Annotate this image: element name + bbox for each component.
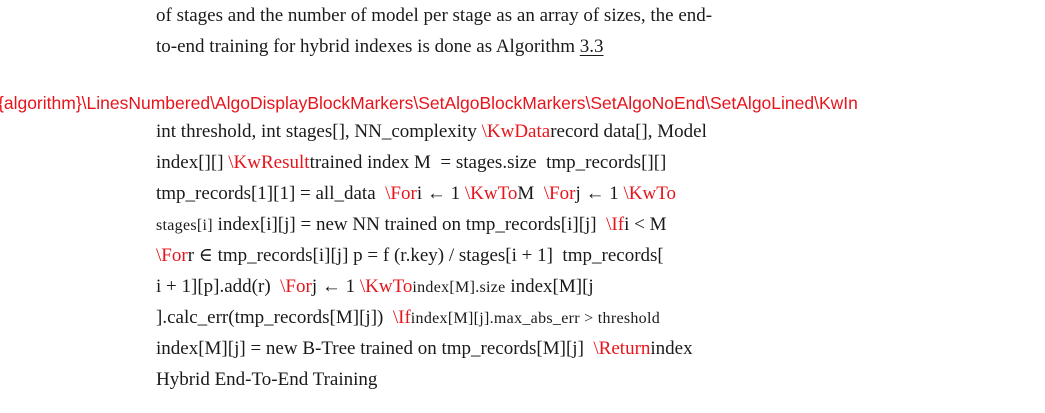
algorithm-caption: Hybrid End-To-End Training [156,368,377,392]
alg-keyword: \For [543,183,576,204]
alg-keyword: \For [156,245,188,266]
alg-text: trained index M = stages.size tmp_record… [309,152,667,173]
alg-keyword: \KwTo [464,183,518,204]
algorithm-line-3: tmp_records[1][1] = all_data \Fori ← 1 \… [156,182,676,206]
alg-keyword: \If [392,307,411,328]
alg-text: record data[], Model [550,121,707,142]
intro-line-1: of stages and the number of model per st… [156,5,713,26]
alg-text: i < M [624,214,667,235]
alg-text: j ← 1 [311,276,360,297]
alg-text: i + 1][p].add(r) [156,276,281,297]
alg-text: i ← 1 [416,183,465,204]
body-text-line: to-end training for hybrid indexes is do… [156,35,603,59]
alg-math: index[M][j].max_abs_err > threshold [410,310,661,327]
alg-keyword: \KwTo [359,276,413,297]
alg-text: r ∈ tmp_records[i][j] p = f (r.key) / st… [187,245,664,266]
algorithm-line-6: i + 1][p].add(r) \Forj ← 1 \KwToindex[M]… [156,275,594,300]
algorithm-reference-link[interactable]: 3.3 [579,36,604,57]
alg-text: index[M][j] = new B-Tree trained on tmp_… [156,338,594,359]
alg-keyword: \KwData [481,121,551,142]
algorithm-line-4: stages[i] index[i][j] = new NN trained o… [156,213,666,238]
alg-text: index [650,338,693,359]
alg-math: index[M].size [412,279,506,296]
alg-keyword: \For [280,276,312,297]
algorithm-line-8: index[M][j] = new B-Tree trained on tmp_… [156,337,693,361]
latex-error-line: {algorithm}\LinesNumbered\AlgoDisplayBlo… [0,93,858,113]
alg-keyword: \For [385,183,417,204]
body-text-line: of stages and the number of model per st… [156,4,712,28]
algorithm-line-5: \Forr ∈ tmp_records[i][j] p = f (r.key) … [156,244,664,268]
alg-text: M [517,183,544,204]
algorithm-line-1: int threshold, int stages[], NN_complexi… [156,120,707,144]
alg-text: ].calc_err(tmp_records[M][j]) [156,307,393,328]
alg-keyword: \KwResult [228,152,310,173]
alg-text: index[i][j] = new NN trained on tmp_reco… [212,214,607,235]
alg-text: j ← 1 [575,183,624,204]
algorithm-line-7: ].calc_err(tmp_records[M][j]) \Ifindex[M… [156,306,660,331]
alg-text: int threshold, int stages[], NN_complexi… [156,121,482,142]
alg-text: index[][] [156,152,229,173]
alg-math: stages[i] [156,217,213,234]
alg-keyword: \KwTo [623,183,677,204]
algorithm-line-2: index[][] \KwResulttrained index M = sta… [156,151,666,175]
alg-keyword: \If [606,214,625,235]
alg-text: tmp_records[1][1] = all_data [156,183,386,204]
intro-line-2: to-end training for hybrid indexes is do… [156,36,580,57]
alg-keyword: \Return [593,338,651,359]
caption-text: Hybrid End-To-End Training [156,369,378,390]
alg-text: index[M][j [505,276,594,297]
